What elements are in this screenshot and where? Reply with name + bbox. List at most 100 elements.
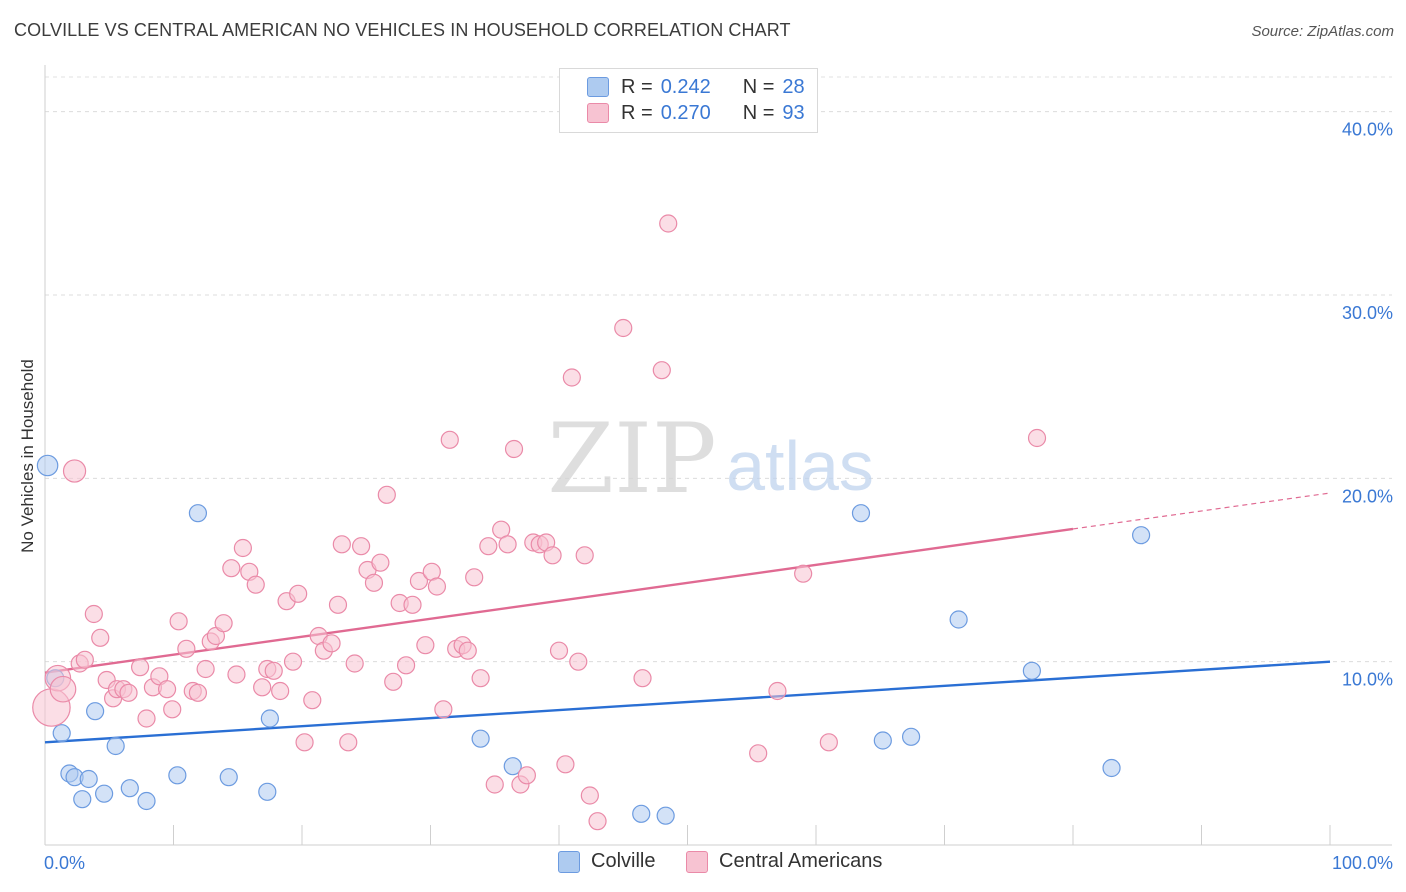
central-american-point: [289, 584, 308, 603]
colville-point: [106, 736, 125, 756]
colville-point: [632, 804, 651, 823]
colville-point: [901, 727, 921, 746]
central-american-point: [371, 553, 390, 572]
bottom-swatch-central: [686, 850, 708, 873]
central-american-point: [427, 577, 447, 596]
central-american-point: [580, 786, 599, 805]
central-american-point: [652, 361, 671, 380]
colville-point: [95, 784, 114, 803]
colville-point: [137, 791, 156, 811]
central-american-point: [62, 459, 87, 483]
central-american-point: [246, 575, 265, 594]
chart-source: Source: ZipAtlas.com: [1251, 23, 1394, 40]
central-american-point: [364, 573, 384, 592]
watermark: ZIP atlas: [547, 403, 874, 515]
central-american-point: [130, 658, 150, 677]
central-american-point: [819, 733, 838, 752]
central-american-point: [543, 546, 562, 565]
central-american-point: [283, 652, 303, 671]
colville-point: [73, 790, 92, 809]
central-american-point: [517, 766, 536, 785]
bottom-legend-colville: Colville: [558, 850, 655, 873]
colville-point: [86, 702, 105, 721]
colville-point: [219, 768, 238, 787]
central-american-point: [177, 639, 196, 658]
colville-point: [52, 724, 71, 743]
colville-point: [120, 779, 139, 798]
central-american-point: [264, 661, 283, 680]
central-american-point: [458, 641, 477, 660]
central-american-point: [794, 564, 813, 583]
central-american-trend-extension: [1072, 492, 1331, 530]
central-american-point: [49, 675, 77, 703]
central-american-point: [434, 700, 453, 719]
axes: [44, 65, 1392, 846]
central-american-point: [749, 744, 768, 763]
bottom-swatch-colville: [558, 850, 580, 873]
central-american-point: [345, 654, 364, 673]
central-american-point: [396, 656, 416, 675]
data-points: [32, 214, 1151, 831]
central-american-point: [157, 680, 177, 699]
colville-point: [851, 504, 871, 523]
legend-r-value: 0.242: [660, 75, 711, 98]
central-american-point: [377, 485, 396, 504]
bottom-legend-central: Central Americans: [686, 850, 882, 873]
central-american-point: [409, 571, 429, 591]
correlation-legend: R = 0.242 N = 28 R = 0.270 N = 93: [559, 68, 818, 133]
legend-r-label: R =: [621, 101, 653, 124]
legend-row-colville: R = 0.242 N = 28: [587, 74, 805, 100]
central-american-point: [322, 634, 341, 653]
legend-row-central: R = 0.270 N = 93: [587, 100, 805, 126]
central-american-point: [384, 672, 403, 691]
central-american-point: [416, 636, 435, 655]
watermark-atlas: atlas: [726, 427, 874, 505]
bottom-label-central: Central Americans: [719, 850, 883, 872]
y-tick-label: 20.0%: [1342, 486, 1393, 506]
central-american-point: [233, 538, 252, 558]
central-american-point: [222, 559, 241, 578]
central-american-point: [271, 681, 290, 701]
central-american-point: [91, 628, 110, 647]
colville-point: [503, 757, 522, 776]
colville-point: [656, 806, 675, 825]
central-american-point: [440, 430, 459, 449]
central-american-point: [339, 733, 358, 752]
legend-r-label: R =: [621, 75, 653, 98]
central-american-point: [75, 650, 94, 669]
x-tick-label-min: 0.0%: [44, 853, 85, 873]
central-american-point: [119, 683, 138, 702]
trend-lines: [44, 492, 1331, 744]
legend-n-value: 93: [782, 101, 805, 124]
central-american-point: [498, 535, 517, 554]
colville-point: [1102, 758, 1121, 778]
central-american-point: [227, 665, 246, 684]
central-american-point: [549, 641, 569, 660]
legend-n-label: N =: [742, 101, 775, 124]
central-american-point: [303, 691, 322, 710]
central-american-point: [352, 537, 371, 556]
colville-point: [168, 766, 187, 785]
chart-title: COLVILLE VS CENTRAL AMERICAN NO VEHICLES…: [14, 20, 791, 40]
central-american-point: [253, 678, 272, 697]
central-american-point: [768, 681, 787, 701]
central-american-point: [659, 214, 678, 233]
central-american-point: [614, 318, 633, 338]
central-american-point: [163, 700, 182, 719]
central-american-point: [137, 709, 156, 728]
y-tick-label: 40.0%: [1342, 120, 1393, 140]
central-american-point: [403, 595, 422, 614]
colville-point: [36, 454, 59, 477]
watermark-zip: ZIP: [547, 403, 716, 515]
central-american-point: [633, 669, 652, 688]
x-tick-label-max: 100.0%: [1332, 853, 1393, 873]
central-american-point: [504, 439, 524, 459]
central-american-trend-line: [44, 527, 1074, 674]
colville-point: [260, 709, 279, 728]
central-american-point: [465, 568, 484, 587]
central-american-point: [588, 812, 607, 831]
central-american-point: [84, 604, 103, 624]
colville-point: [79, 769, 98, 789]
colville-point: [188, 504, 208, 523]
bottom-label-colville: Colville: [591, 850, 656, 872]
